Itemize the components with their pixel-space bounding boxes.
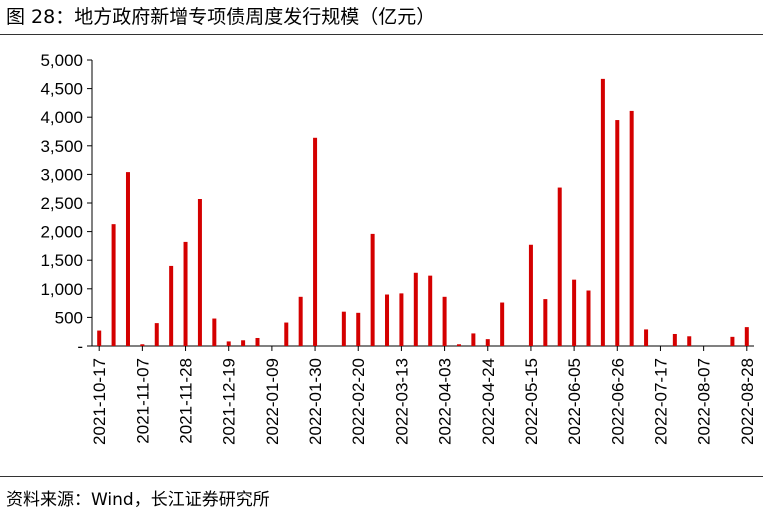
bar: 2022-03-27: 1230: [428, 275, 433, 346]
bar: 2022-01-30: 3640: [313, 137, 318, 346]
x-tick-label: 2022-07-17: [651, 358, 670, 445]
x-tick-label: 2022-06-05: [565, 358, 584, 445]
y-tick-label: -: [77, 337, 83, 356]
bar: 2022-01-16: 410: [284, 322, 289, 346]
y-tick-label: 5,000: [40, 51, 83, 70]
y-tick-label: 2,500: [40, 194, 83, 213]
bar: 2022-03-20: 1280: [413, 272, 418, 346]
source-note: 资料来源：Wind，长江证券研究所: [6, 490, 270, 510]
y-tick-label: 1,500: [40, 251, 83, 270]
bar: 2022-03-06: 900: [385, 294, 390, 346]
x-tick-label: 2022-08-28: [738, 358, 757, 445]
y-tick-label: 3,000: [40, 165, 83, 184]
y-tick-label: 500: [55, 308, 83, 327]
x-tick-label: 2022-01-09: [263, 358, 282, 445]
bar: 2022-05-29: 2770: [557, 187, 562, 346]
bar: 2021-11-28: 1820: [183, 241, 188, 346]
bar: 2022-05-01: 760: [500, 302, 505, 346]
x-tick-label: 2022-04-03: [436, 358, 455, 445]
bar: 2022-07-10: 290: [644, 329, 649, 346]
x-tick-label: 2022-01-30: [306, 358, 325, 445]
bar: 2022-08-21: 160: [730, 336, 735, 346]
x-tick-label: 2021-11-07: [133, 358, 152, 444]
bar: 2022-02-13: 600: [341, 311, 346, 346]
figure-title: 图 28：地方政府新增专项债周度发行规模（亿元）: [6, 6, 436, 28]
x-tick-label: 2021-11-28: [177, 358, 196, 444]
x-tick-label: 2022-02-20: [349, 358, 368, 445]
title-divider: [0, 34, 763, 35]
bar: 2022-02-20: 580: [356, 312, 361, 346]
bar: 2022-06-05: 1160: [572, 279, 577, 346]
bar: 2022-01-02: 140: [255, 337, 260, 346]
y-tick-label: 4,500: [40, 80, 83, 99]
bar: 2022-05-15: 1770: [528, 244, 533, 346]
bar: 2022-05-22: 820: [543, 299, 548, 346]
bar: 2022-04-10: 30: [456, 344, 461, 346]
x-tick-label: 2022-04-24: [479, 358, 498, 445]
bar: 2022-01-23: 860: [298, 296, 303, 346]
bar: 2021-12-26: 100: [241, 340, 246, 346]
bar: 2022-04-17: 220: [471, 333, 476, 346]
x-tick-label: 2022-03-13: [392, 358, 411, 445]
bar: 2021-10-17: 270: [97, 330, 102, 346]
y-tick-label: 2,000: [40, 223, 83, 242]
x-tick-label: 2021-10-17: [90, 358, 109, 445]
bar: 2022-08-28: 330: [744, 327, 749, 346]
bar: 2022-07-03: 4110: [629, 110, 634, 346]
x-tick-label: 2022-06-26: [608, 358, 627, 445]
x-axis: 2021-10-17 2021-11-07 2021-11-28 2021-12-19…: [90, 345, 757, 445]
source-divider: [0, 476, 763, 477]
bar: 2021-12-05: 2570: [197, 199, 202, 346]
bar: 2022-07-24: 210: [672, 333, 677, 346]
bar: 2021-12-12: 480: [212, 318, 217, 346]
bar: 2021-11-14: 400: [154, 323, 159, 346]
x-tick-label: 2021-12-19: [220, 358, 239, 445]
bar: 2021-11-21: 1400: [169, 265, 174, 346]
bar: 2022-03-13: 920: [399, 293, 404, 346]
bar: 2021-10-31: 3040: [125, 172, 130, 346]
x-tick-label: 2022-08-07: [695, 358, 714, 445]
x-tick-label: 2022-05-15: [522, 358, 541, 445]
y-tick-label: 1,000: [40, 280, 83, 299]
bars: 2021-10-17: 270 2021-10-24: 2130 2021-10-3…: [97, 78, 749, 346]
bar-chart: - 500 1,000 1,500 2,000 2,500 3,000 3,500 4,000 4…: [40, 51, 757, 445]
bar: 2021-11-07: 30: [140, 344, 145, 346]
bar: 2022-04-24: 120: [485, 339, 490, 346]
y-tick-label: 4,000: [40, 108, 83, 127]
bar: 2022-06-19: 4670: [600, 78, 605, 346]
bar: 2021-10-24: 2130: [111, 224, 116, 346]
y-tick-label: 3,500: [40, 137, 83, 156]
bar: 2022-06-12: 970: [586, 290, 591, 346]
bar: 2021-12-19: 80: [226, 341, 231, 346]
y-axis: - 500 1,000 1,500 2,000 2,500 3,000 3,500 4,000 4…: [40, 51, 93, 356]
bar: 2022-06-26: 3950: [615, 120, 620, 346]
bar: 2022-04-03: 860: [442, 296, 447, 346]
bar: 2022-07-31: 170: [687, 336, 692, 346]
bar: 2022-02-27: 1960: [370, 233, 375, 346]
